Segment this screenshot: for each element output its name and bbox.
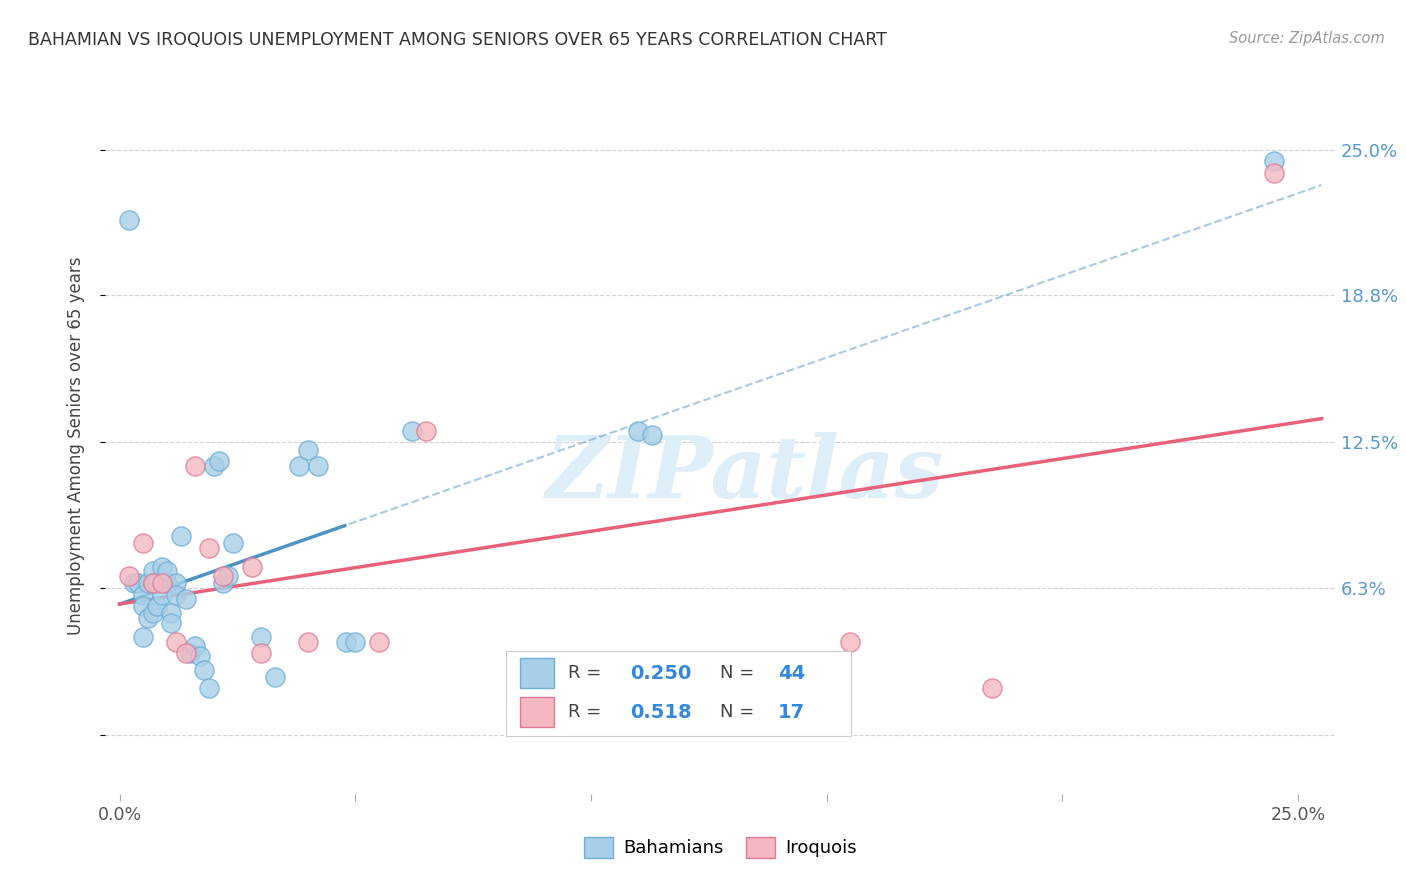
Point xyxy=(142,607,165,621)
Point xyxy=(150,559,173,574)
Text: Source: ZipAtlas.com: Source: ZipAtlas.com xyxy=(1229,31,1385,46)
Point xyxy=(146,576,169,591)
Point xyxy=(217,569,239,583)
Point xyxy=(627,424,650,438)
Point xyxy=(127,576,149,591)
Point xyxy=(641,428,664,442)
Point xyxy=(335,634,357,648)
Point xyxy=(136,611,159,625)
Text: 0.518: 0.518 xyxy=(630,703,692,722)
Point xyxy=(287,458,309,473)
Text: N =: N = xyxy=(720,703,754,721)
Point xyxy=(222,536,245,550)
Point xyxy=(146,599,169,614)
Point xyxy=(344,634,367,648)
Point xyxy=(165,634,187,648)
Point xyxy=(156,565,179,579)
Point xyxy=(1263,166,1285,180)
Text: N =: N = xyxy=(720,665,754,682)
Point xyxy=(839,634,862,648)
Point xyxy=(401,424,423,438)
Point xyxy=(193,663,215,677)
Point xyxy=(202,458,225,473)
Point xyxy=(118,213,141,227)
Point xyxy=(165,588,187,602)
Point xyxy=(132,536,155,550)
Point xyxy=(212,569,235,583)
Point xyxy=(184,640,207,654)
Point xyxy=(1263,154,1285,169)
Point xyxy=(250,646,273,660)
Point xyxy=(156,576,179,591)
Point xyxy=(160,607,183,621)
Text: 0.250: 0.250 xyxy=(630,664,692,682)
Point xyxy=(207,454,229,468)
Point xyxy=(150,576,173,591)
Point xyxy=(198,541,221,555)
Point xyxy=(122,576,145,591)
Legend: Bahamians, Iroquois: Bahamians, Iroquois xyxy=(576,830,865,865)
Point xyxy=(118,569,141,583)
Point xyxy=(188,648,211,663)
Text: BAHAMIAN VS IROQUOIS UNEMPLOYMENT AMONG SENIORS OVER 65 YEARS CORRELATION CHART: BAHAMIAN VS IROQUOIS UNEMPLOYMENT AMONG … xyxy=(28,31,887,49)
Point xyxy=(297,442,319,457)
Point xyxy=(212,576,235,591)
Point xyxy=(142,576,165,591)
Point xyxy=(142,576,165,591)
Point xyxy=(160,615,183,630)
Y-axis label: Unemployment Among Seniors over 65 years: Unemployment Among Seniors over 65 years xyxy=(66,257,84,635)
Point xyxy=(170,529,193,543)
Point xyxy=(240,559,263,574)
Point xyxy=(297,634,319,648)
FancyBboxPatch shape xyxy=(520,697,554,728)
Point xyxy=(415,424,437,438)
Text: R =: R = xyxy=(568,665,602,682)
Point xyxy=(307,458,329,473)
Point xyxy=(132,630,155,644)
Point xyxy=(136,576,159,591)
Text: 17: 17 xyxy=(779,703,806,722)
Point xyxy=(150,588,173,602)
Point xyxy=(367,634,389,648)
Point xyxy=(250,630,273,644)
Text: 44: 44 xyxy=(779,664,806,682)
Point xyxy=(184,458,207,473)
Point xyxy=(132,599,155,614)
FancyBboxPatch shape xyxy=(520,658,554,689)
Text: ZIPatlas: ZIPatlas xyxy=(546,432,945,516)
Point xyxy=(174,592,197,607)
Text: R =: R = xyxy=(568,703,602,721)
Point xyxy=(980,681,1002,696)
Point xyxy=(179,646,201,660)
Point xyxy=(165,576,187,591)
Point xyxy=(174,646,197,660)
Point xyxy=(132,588,155,602)
Point xyxy=(142,565,165,579)
Point xyxy=(198,681,221,696)
Point xyxy=(264,670,287,684)
